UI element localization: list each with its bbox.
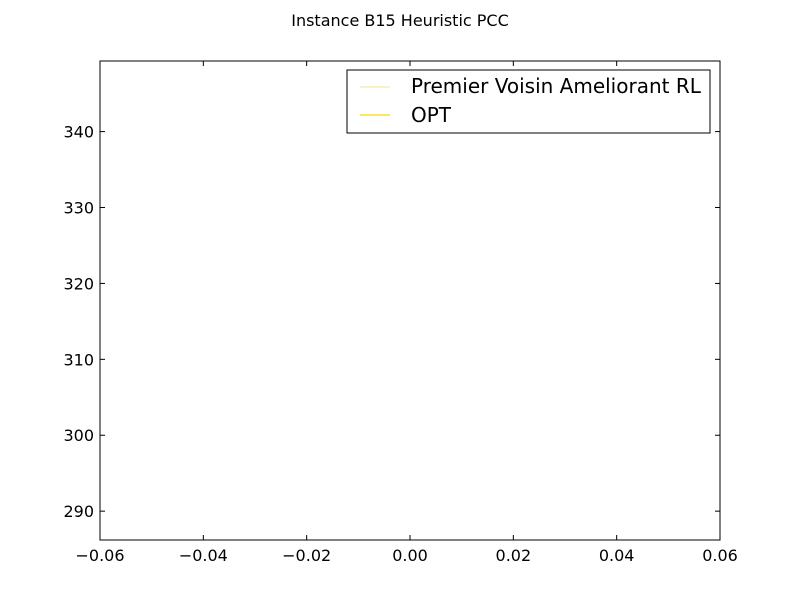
x-tick-label: −0.02 <box>282 546 331 565</box>
x-tick-label: 0.06 <box>702 546 738 565</box>
y-axis: 290 300 310 320 330 340 <box>63 123 720 521</box>
plot-area <box>99 60 721 541</box>
x-tick-label: 0.00 <box>392 546 428 565</box>
x-tick-label: 0.04 <box>599 546 635 565</box>
y-tick-label: 340 <box>63 123 94 142</box>
y-tick-label: 320 <box>63 274 94 293</box>
legend-box <box>346 69 711 134</box>
y-tick-label: 330 <box>63 199 94 218</box>
y-tick-label: 300 <box>63 426 94 445</box>
x-tick-label: 0.02 <box>496 546 532 565</box>
y-tick-label: 290 <box>63 502 94 521</box>
x-axis: −0.06 −0.04 −0.02 0.00 0.02 0.04 0.06 <box>75 61 738 565</box>
legend-label-premier-voisin: Premier Voisin Ameliorant RL <box>411 74 702 98</box>
y-tick-label: 310 <box>63 350 94 369</box>
legend-label-opt: OPT <box>411 103 452 127</box>
x-tick-label: −0.04 <box>179 546 228 565</box>
legend: Premier Voisin Ameliorant RL OPT <box>346 69 711 134</box>
chart-title: Instance B15 Heuristic PCC <box>291 11 509 30</box>
x-tick-label: −0.06 <box>75 546 124 565</box>
